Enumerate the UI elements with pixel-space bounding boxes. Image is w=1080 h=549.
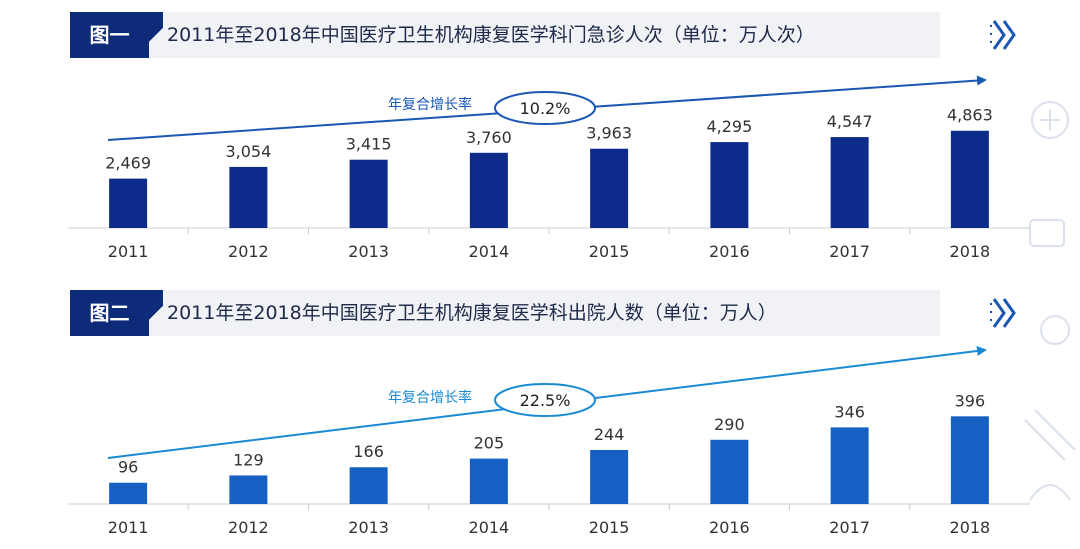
figure-2-header: 图二 2011年至2018年中国医疗卫生机构康复医学科出院人数（单位：万人） <box>70 290 940 336</box>
bar-2012 <box>229 475 268 504</box>
bar-2018 <box>950 130 989 228</box>
value-label-2012: 129 <box>233 450 264 469</box>
cagr-value: 10.2% <box>520 99 571 118</box>
x-tick-label-2011: 2011 <box>108 242 149 261</box>
x-tick-label-2013: 2013 <box>348 242 389 261</box>
x-tick-label-2012: 2012 <box>228 242 269 261</box>
figure-1-tag: 图一 <box>70 12 149 58</box>
bar-2013 <box>349 159 388 228</box>
x-tick-label-2013: 2013 <box>348 518 389 537</box>
bar-2013 <box>349 467 388 504</box>
chevron-right-icon <box>990 20 1016 50</box>
figure-2-tag-edge <box>149 290 163 336</box>
value-label-2015: 3,963 <box>586 124 632 143</box>
x-tick-label-2016: 2016 <box>709 242 750 261</box>
decorative-medical-pattern <box>1024 101 1076 501</box>
x-tick-label-2012: 2012 <box>228 518 269 537</box>
x-tick-label-2018: 2018 <box>950 518 991 537</box>
figure-2-title: 2011年至2018年中国医疗卫生机构康复医学科出院人数（单位：万人） <box>167 302 777 324</box>
cagr-label: 年复合增长率 <box>388 96 472 113</box>
bar-2014 <box>469 458 508 504</box>
value-label-2011: 96 <box>118 458 138 477</box>
x-tick-label-2018: 2018 <box>950 242 991 261</box>
x-tick-label-2011: 2011 <box>108 518 149 537</box>
value-label-2011: 2,469 <box>105 154 151 173</box>
x-tick-label-2016: 2016 <box>709 518 750 537</box>
figure-1-chart: 2,469 2011 3,054 2012 3,415 2013 3,760 2014 3,96… <box>68 75 1030 261</box>
value-label-2013: 3,415 <box>346 135 392 154</box>
bar-2015 <box>590 449 629 504</box>
figure-1-title: 2011年至2018年中国医疗卫生机构康复医学科门急诊人次（单位：万人次） <box>167 24 815 46</box>
bar-2011 <box>109 178 148 228</box>
x-tick-label-2017: 2017 <box>829 242 870 261</box>
bar-2011 <box>109 482 148 504</box>
value-label-2017: 346 <box>834 402 865 421</box>
figure-1-header: 图一 2011年至2018年中国医疗卫生机构康复医学科门急诊人次（单位：万人次） <box>70 12 940 58</box>
value-label-2013: 166 <box>353 442 384 461</box>
value-label-2018: 4,863 <box>947 106 993 125</box>
value-label-2014: 3,760 <box>466 128 512 147</box>
bar-2014 <box>469 152 508 228</box>
x-tick-label-2017: 2017 <box>829 518 870 537</box>
bar-2012 <box>229 166 268 228</box>
chevron-right-icon <box>990 298 1016 328</box>
bar-2016 <box>710 142 749 228</box>
value-label-2016: 290 <box>714 415 745 434</box>
x-tick-label-2015: 2015 <box>589 518 630 537</box>
value-label-2012: 3,054 <box>225 142 271 161</box>
value-label-2018: 396 <box>955 391 986 410</box>
bar-2018 <box>950 416 989 504</box>
bar-2017 <box>830 137 869 228</box>
figure-2-chart: 96 2011 129 2012 166 2013 205 2014 244 2015 290 201… <box>68 346 1030 537</box>
cagr-label: 年复合增长率 <box>388 389 472 406</box>
bar-2017 <box>830 427 869 504</box>
value-label-2014: 205 <box>474 434 505 453</box>
value-label-2015: 244 <box>594 425 625 444</box>
cagr-value: 22.5% <box>520 391 571 410</box>
value-label-2017: 4,547 <box>827 112 873 131</box>
x-tick-label-2014: 2014 <box>469 242 510 261</box>
figure-1-tag-edge <box>149 12 163 58</box>
bar-2015 <box>590 148 629 228</box>
figure-2-tag: 图二 <box>70 290 149 336</box>
cagr-ellipse <box>494 383 596 417</box>
cagr-ellipse <box>494 91 596 125</box>
x-tick-label-2014: 2014 <box>469 518 510 537</box>
bar-2016 <box>710 439 749 504</box>
x-tick-label-2015: 2015 <box>589 242 630 261</box>
value-label-2016: 4,295 <box>706 117 752 136</box>
